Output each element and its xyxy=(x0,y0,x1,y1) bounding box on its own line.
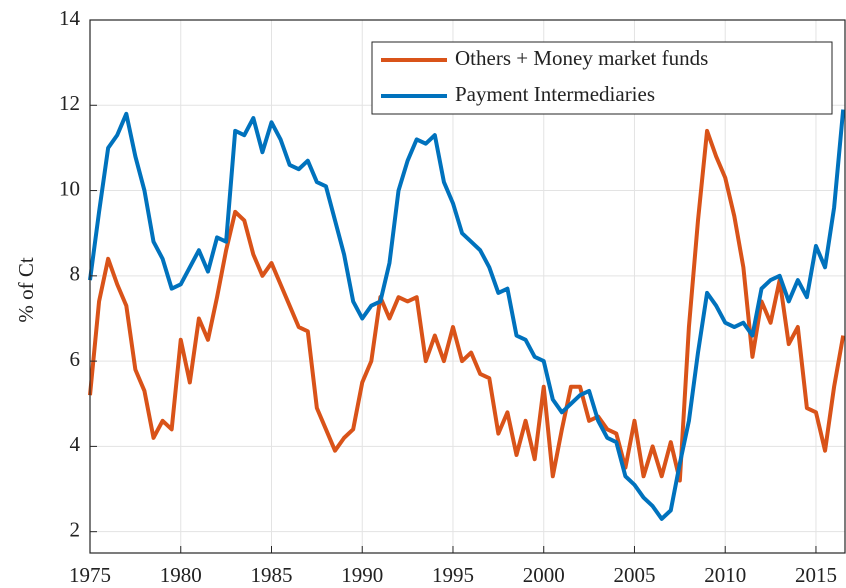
x-tick-label: 2010 xyxy=(704,563,746,587)
y-axis-label: % of Ct xyxy=(14,257,38,322)
legend-label: Payment Intermediaries xyxy=(455,82,655,106)
x-tick-label: 1980 xyxy=(160,563,202,587)
series-line xyxy=(88,109,846,521)
series-line xyxy=(88,128,846,483)
y-tick-label: 6 xyxy=(70,347,81,371)
x-tick-label: 2015 xyxy=(795,563,837,587)
x-tick-label: 1975 xyxy=(69,563,111,587)
x-tick-label: 2000 xyxy=(523,563,565,587)
y-tick-label: 12 xyxy=(59,91,80,115)
legend-label: Others + Money market funds xyxy=(455,46,708,70)
lines xyxy=(88,109,846,521)
y-tick-label: 14 xyxy=(59,6,81,30)
y-tick-label: 2 xyxy=(70,517,81,541)
x-tick-label: 1990 xyxy=(341,563,383,587)
legend-box xyxy=(371,41,833,115)
y-tick-label: 4 xyxy=(70,432,81,456)
y-tick-label: 10 xyxy=(59,176,80,200)
y-tick-label: 8 xyxy=(70,262,81,286)
legend: Others + Money market funds Payment Inter… xyxy=(371,41,833,115)
axes-box xyxy=(89,19,846,554)
x-tick-label: 1985 xyxy=(250,563,292,587)
x-tick-label: 1995 xyxy=(432,563,474,587)
x-tick-label: 2005 xyxy=(613,563,655,587)
